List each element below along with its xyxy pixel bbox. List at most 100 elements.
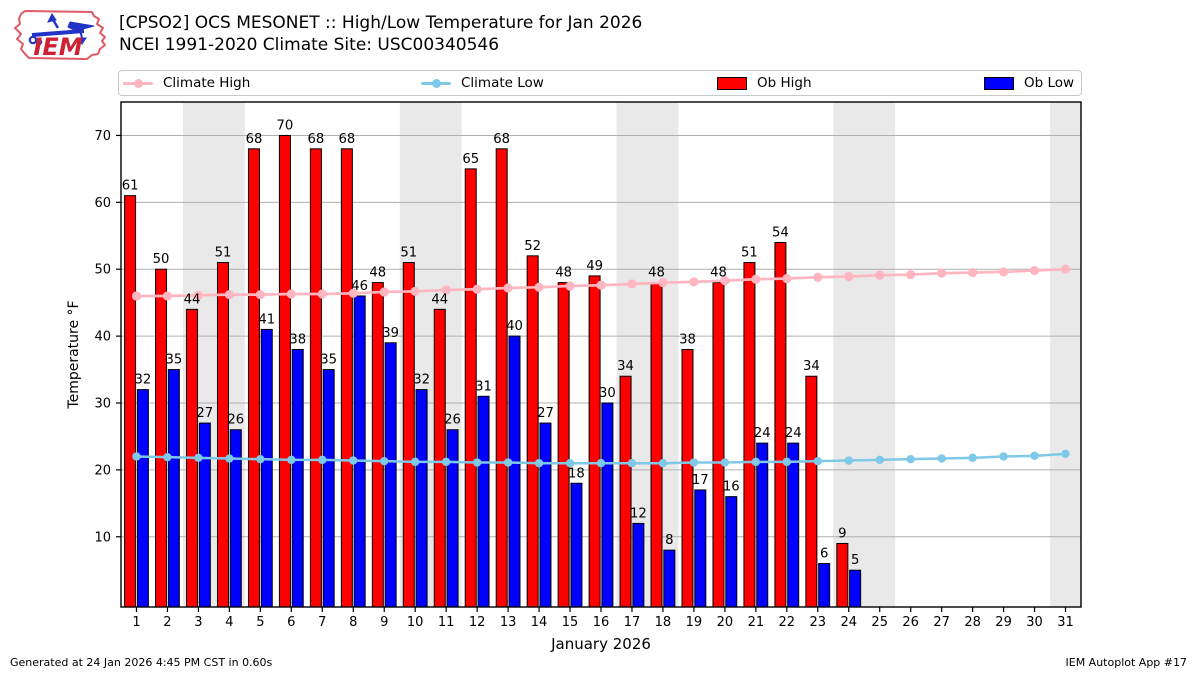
ob-low-bar-day-19 xyxy=(694,489,707,608)
ob-high-label-day-22: 54 xyxy=(772,225,789,240)
ob-low-label-day-8: 46 xyxy=(351,279,368,294)
climate-high-marker-day-23 xyxy=(813,272,823,282)
x-tick-label-15: 15 xyxy=(562,615,579,630)
climate-high-marker-day-27 xyxy=(937,268,947,278)
ob-low-bar-day-8 xyxy=(353,295,366,608)
climate-high-marker-day-13 xyxy=(503,283,513,293)
climate-low-marker-day-24 xyxy=(844,456,853,465)
x-tick-label-29: 29 xyxy=(995,615,1012,630)
climate-high-marker-day-7 xyxy=(317,289,327,299)
legend-label: Ob High xyxy=(757,75,812,91)
climate-low-marker-day-23 xyxy=(813,456,822,466)
y-tick-label-10: 10 xyxy=(94,530,111,545)
iowa-outline-icon xyxy=(14,10,106,60)
climate-high-marker-day-17 xyxy=(627,279,637,289)
x-tick-label-9: 9 xyxy=(380,615,388,630)
ob-low-label-day-6: 38 xyxy=(289,332,306,347)
ob-high-bar-day-15 xyxy=(557,282,570,608)
ob-low-bar-day-15 xyxy=(570,482,583,608)
climate-high-marker-day-2 xyxy=(162,291,173,301)
climate-low-marker-day-3 xyxy=(194,453,203,463)
ob-low-label-day-11: 26 xyxy=(444,413,461,428)
ob-high-label-day-20: 48 xyxy=(710,266,727,281)
ob-high-bar-day-22 xyxy=(774,241,787,608)
iem-logo: IEM xyxy=(14,10,106,61)
ob-low-bar-day-14 xyxy=(539,422,552,608)
legend-entry-ob-low: Ob Low xyxy=(984,70,1074,96)
climate-high-marker-day-12 xyxy=(472,284,482,294)
legend-line-marker-icon xyxy=(421,78,451,88)
ob-low-label-day-4: 26 xyxy=(227,413,244,428)
climate-low-marker-day-17 xyxy=(627,458,637,468)
x-tick-label-31: 31 xyxy=(1057,615,1074,630)
x-tick-label-17: 17 xyxy=(624,615,641,630)
y-tick-label-70: 70 xyxy=(94,129,111,144)
climate-low-marker-day-18 xyxy=(658,458,668,468)
ob-low-label-day-3: 27 xyxy=(196,406,213,421)
ob-low-label-day-24: 5 xyxy=(851,553,859,568)
ob-high-bar-day-14 xyxy=(526,255,539,608)
x-tick-label-19: 19 xyxy=(686,615,703,630)
x-tick-label-3: 3 xyxy=(194,615,202,630)
ob-low-bar-day-3 xyxy=(198,422,211,608)
legend-entry-climate-high: Climate High xyxy=(123,70,250,96)
climate-high-marker-day-21 xyxy=(751,274,761,284)
x-tick-label-25: 25 xyxy=(871,615,888,630)
ob-low-label-day-19: 17 xyxy=(692,473,709,488)
ob-low-label-day-23: 6 xyxy=(820,547,828,562)
ob-low-label-day-18: 8 xyxy=(665,533,673,548)
climate-high-marker-day-26 xyxy=(906,269,916,280)
x-tick-label-28: 28 xyxy=(964,615,981,630)
ob-low-bar-day-23 xyxy=(818,563,831,608)
x-tick-label-7: 7 xyxy=(318,615,326,630)
x-tick-label-16: 16 xyxy=(593,615,610,630)
ob-low-bar-day-10 xyxy=(415,389,428,608)
x-tick-label-14: 14 xyxy=(531,615,548,630)
ob-high-label-day-10: 51 xyxy=(400,246,417,261)
climate-high-marker-day-28 xyxy=(968,267,978,278)
legend-label: Climate Low xyxy=(461,75,544,91)
climate-low-marker-day-30 xyxy=(1030,451,1039,461)
climate-low-marker-day-26 xyxy=(906,454,915,464)
climate-high-marker-day-8 xyxy=(348,288,358,298)
legend-color-swatch-icon xyxy=(984,76,1014,90)
climate-high-marker-day-14 xyxy=(534,282,544,292)
ob-low-bar-day-22 xyxy=(787,442,800,608)
generated-at-text: Generated at 24 Jan 2026 4:45 PM CST in … xyxy=(10,656,273,669)
ob-low-label-day-17: 12 xyxy=(630,506,647,521)
climate-high-marker-day-11 xyxy=(441,285,451,295)
climate-high-marker-day-24 xyxy=(844,271,854,282)
climate-low-marker-day-20 xyxy=(720,458,730,467)
iem-logo-text: IEM xyxy=(33,33,82,61)
ob-high-label-day-12: 65 xyxy=(462,152,479,167)
climate-low-marker-day-1 xyxy=(132,452,141,461)
ob-high-bar-day-6 xyxy=(278,134,291,608)
x-tick-label-4: 4 xyxy=(225,615,233,630)
ob-low-label-day-22: 24 xyxy=(785,426,802,441)
ob-low-label-day-7: 35 xyxy=(320,353,337,368)
y-tick-label-30: 30 xyxy=(94,396,111,411)
ob-low-label-day-12: 31 xyxy=(475,379,492,394)
ob-low-bar-day-5 xyxy=(260,328,273,608)
ob-low-label-day-13: 40 xyxy=(506,319,523,334)
ob-high-label-day-3: 44 xyxy=(184,292,201,307)
climate-low-marker-day-28 xyxy=(968,453,977,463)
ob-low-label-day-9: 39 xyxy=(382,326,399,341)
ob-low-label-day-10: 32 xyxy=(413,373,430,388)
ob-low-label-day-1: 32 xyxy=(134,373,151,388)
ob-low-bar-day-17 xyxy=(632,522,645,608)
climate-high-marker-day-29 xyxy=(998,267,1009,277)
legend-box xyxy=(118,70,1082,96)
climate-high-marker-day-15 xyxy=(565,281,575,291)
chart-title-block: [CPSO2] OCS MESONET :: High/Low Temperat… xyxy=(119,13,642,56)
climate-low-marker-day-2 xyxy=(163,452,172,462)
ob-low-bar-day-6 xyxy=(291,348,304,608)
ob-low-label-day-14: 27 xyxy=(537,406,554,421)
legend-line-marker-icon xyxy=(123,78,153,88)
climate-low-marker-day-4 xyxy=(225,454,234,463)
ob-high-label-day-17: 34 xyxy=(617,359,634,374)
ob-high-label-day-7: 68 xyxy=(307,132,324,147)
climate-low-marker-day-6 xyxy=(287,455,296,465)
